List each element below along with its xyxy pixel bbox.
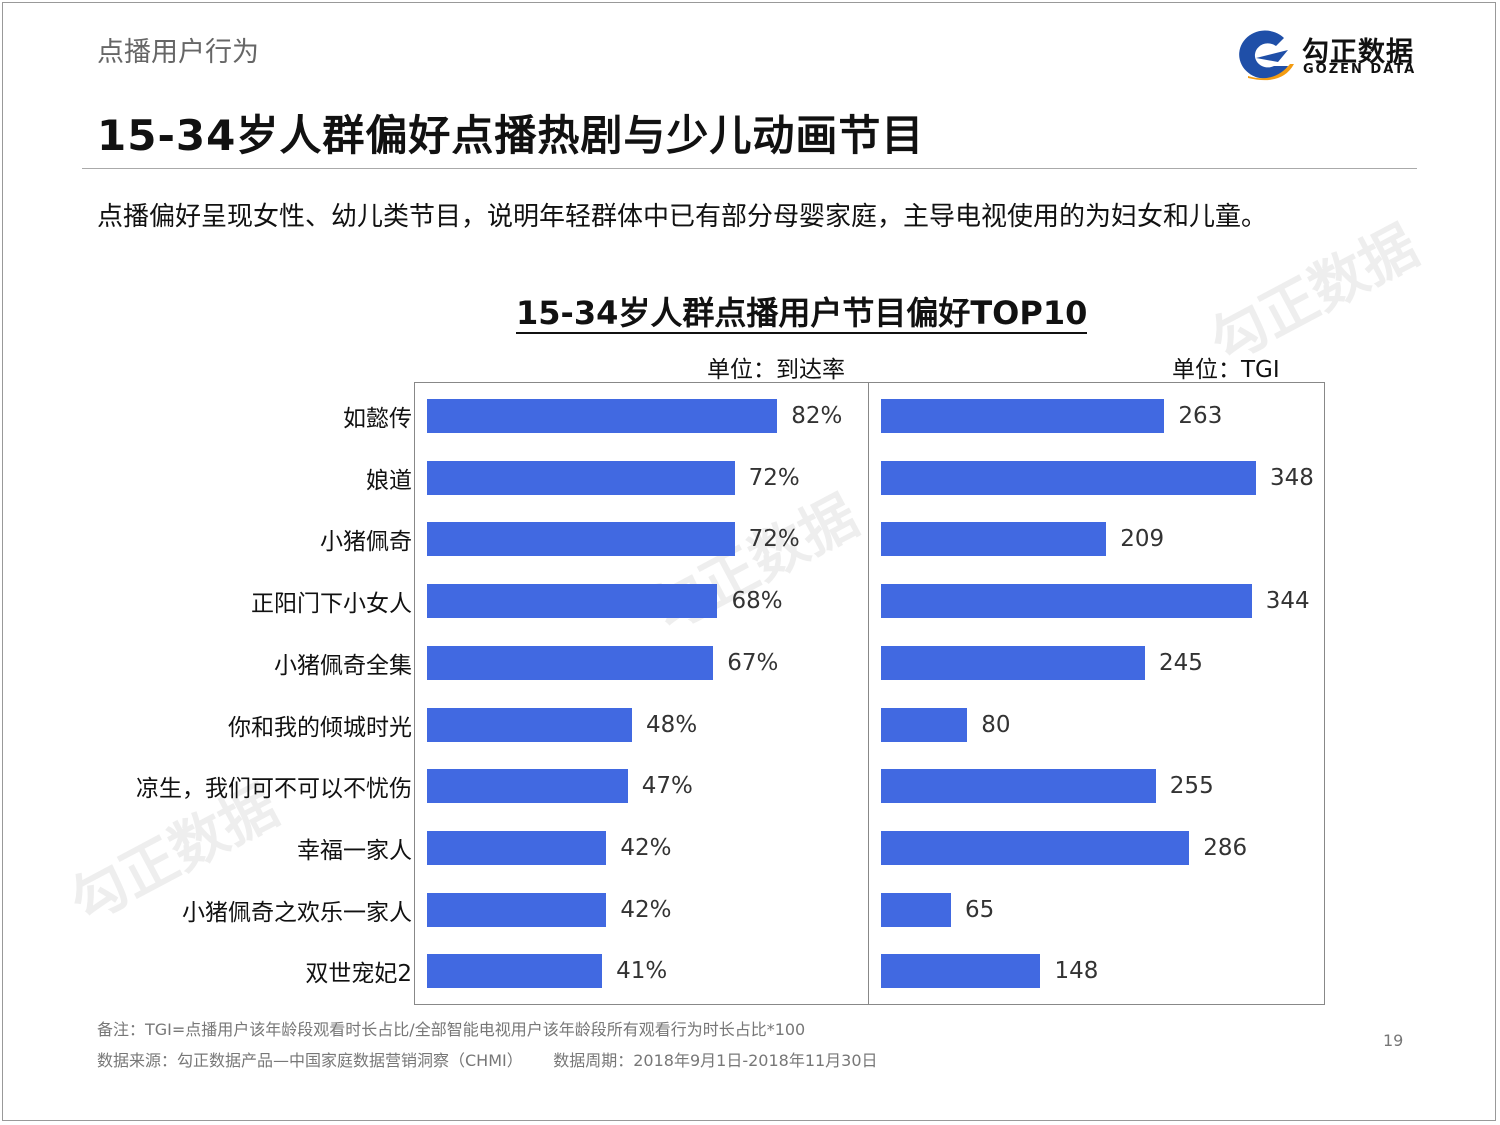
tgi-bar	[881, 830, 1190, 865]
reach-bar	[427, 954, 603, 989]
tgi-bar	[881, 707, 968, 742]
reach-value-label: 68%	[731, 588, 783, 615]
chart-box	[414, 382, 1325, 1005]
title-divider	[82, 168, 1417, 169]
category-label: 双世宠妃2	[305, 961, 412, 988]
reach-value-label: 72%	[748, 464, 800, 491]
category-label: 你和我的倾城时光	[228, 714, 412, 741]
tgi-bar	[881, 954, 1041, 989]
category-label: 如懿传	[343, 406, 412, 432]
logo: 勾正数据 GOZEN DATA	[1234, 28, 1434, 84]
tgi-value-label: 286	[1203, 834, 1248, 861]
category-label: 小猪佩奇之欢乐一家人	[182, 899, 412, 926]
page-number: 19	[1383, 1031, 1404, 1050]
category-label: 凉生，我们可不可以不忧伤	[136, 776, 412, 803]
chart-title: 15-34岁人群点播用户节目偏好TOP10	[516, 294, 1088, 334]
tgi-bar	[881, 522, 1107, 557]
unit-label-tgi: 单位：TGI	[1172, 357, 1280, 383]
tgi-value-label: 65	[965, 896, 995, 923]
tgi-bar	[881, 645, 1146, 680]
page-subtitle: 点播偏好呈现女性、幼儿类节目，说明年轻群体中已有部分母婴家庭，主导电视使用的为妇…	[97, 202, 1268, 232]
tgi-value-label: 255	[1169, 773, 1214, 800]
reach-bar	[427, 830, 607, 865]
reach-bar	[427, 460, 735, 495]
category-label: 小猪佩奇	[320, 529, 412, 556]
page-title: 15-34岁人群偏好点播热剧与少儿动画节目	[97, 111, 925, 160]
reach-value-label: 67%	[727, 649, 779, 676]
logo-text-en: GOZEN DATA	[1303, 62, 1417, 77]
tgi-value-label: 245	[1159, 649, 1203, 676]
section-label: 点播用户行为	[97, 37, 259, 68]
tgi-bar	[881, 399, 1165, 433]
reach-bar	[427, 769, 628, 804]
tgi-value-label: 80	[981, 711, 1011, 738]
reach-value-label: 48%	[646, 711, 698, 738]
tgi-value-label: 348	[1270, 464, 1314, 491]
panel-divider	[868, 382, 869, 1005]
reach-value-label: 82%	[791, 403, 843, 429]
reach-bar	[427, 707, 633, 742]
logo-text-zh: 勾正数据	[1302, 37, 1414, 68]
unit-label-reach: 单位：到达率	[707, 357, 845, 383]
tgi-bar	[881, 460, 1257, 495]
reach-bar	[427, 584, 718, 619]
tgi-value-label: 209	[1120, 526, 1165, 553]
reach-bar	[427, 892, 607, 927]
reach-value-label: 42%	[620, 834, 672, 861]
category-label: 娘道	[366, 467, 412, 494]
category-label: 幸福一家人	[297, 837, 412, 864]
category-label: 小猪佩奇全集	[274, 652, 412, 679]
tgi-bar	[881, 769, 1156, 804]
reach-value-label: 72%	[748, 526, 800, 553]
tgi-bar	[881, 584, 1252, 619]
tgi-value-label: 344	[1265, 588, 1310, 615]
data-source: 数据来源：勾正数据产品—中国家庭数据营销洞察（CHMI） 数据周期：2018年9…	[97, 1051, 878, 1070]
reach-value-label: 41%	[616, 958, 668, 985]
tgi-bar	[881, 892, 952, 927]
tgi-value-label: 148	[1054, 958, 1099, 985]
reach-bar	[427, 522, 735, 557]
reach-bar	[427, 399, 778, 433]
logo-g-icon	[1239, 30, 1294, 81]
footnote: 备注：TGI=点播用户该年龄段观看时长占比/全部智能电视用户该年龄段所有观看行为…	[97, 1020, 806, 1039]
reach-value-label: 47%	[641, 773, 693, 800]
tgi-value-label: 263	[1178, 403, 1223, 429]
reach-bar	[427, 645, 714, 680]
reach-value-label: 42%	[620, 896, 672, 923]
category-label: 正阳门下小女人	[251, 591, 412, 618]
